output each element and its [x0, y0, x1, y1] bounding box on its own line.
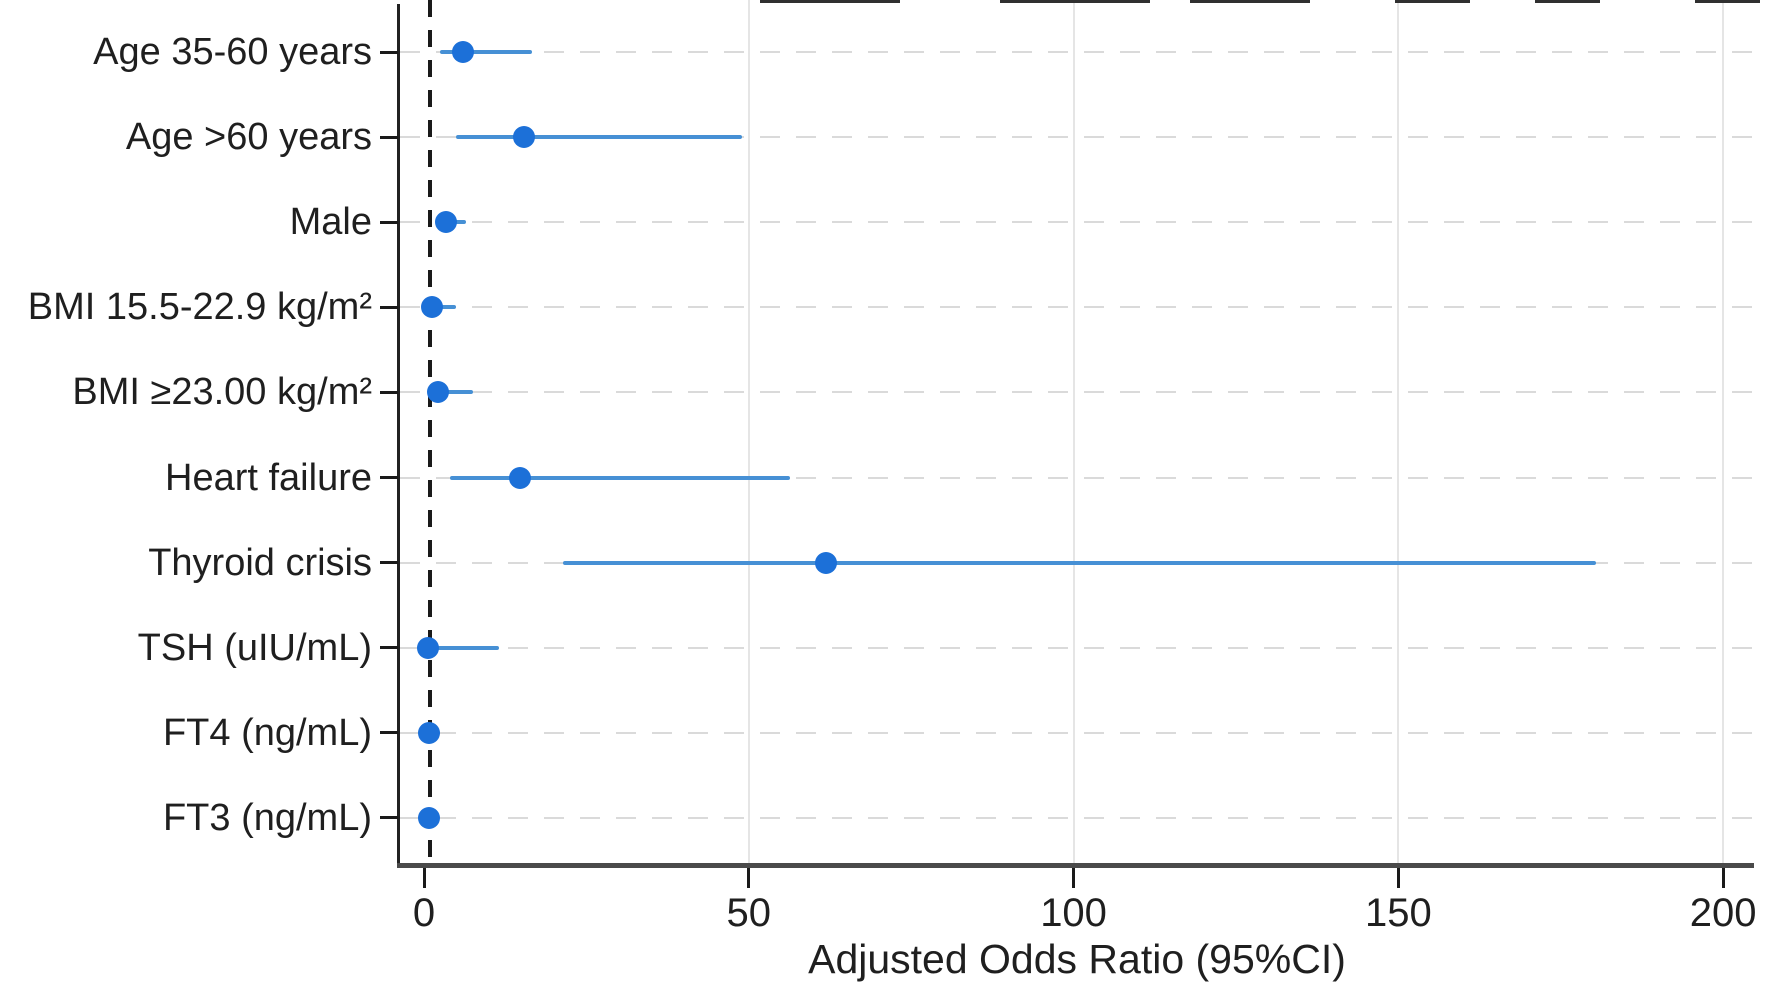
y-tick	[380, 50, 398, 54]
x-tick	[1721, 868, 1725, 888]
x-axis-line	[397, 863, 1754, 868]
x-tick	[1396, 868, 1400, 888]
row-gridline	[400, 816, 1764, 819]
y-tick	[380, 220, 398, 224]
ci-line	[439, 50, 532, 54]
y-category-label: Male	[289, 201, 372, 244]
y-category-label: Thyroid crisis	[148, 541, 372, 584]
x-tick	[1072, 868, 1076, 888]
y-tick	[380, 731, 398, 735]
ci-line	[455, 135, 742, 140]
ci-line	[563, 560, 1597, 565]
y-tick	[380, 305, 398, 309]
cropped-top-artifact	[1535, 0, 1600, 3]
or-marker	[451, 41, 474, 63]
row-gridline	[400, 306, 1764, 309]
row-gridline	[400, 646, 1764, 649]
y-category-label: BMI 15.5-22.9 kg/m²	[27, 286, 372, 329]
row-gridline	[400, 136, 1764, 139]
ci-line	[429, 390, 474, 395]
or-marker	[513, 126, 536, 149]
x-gridline	[1072, 0, 1075, 863]
y-tick	[380, 646, 398, 650]
x-tick-label: 50	[726, 891, 772, 935]
y-tick	[380, 816, 398, 820]
x-tick	[747, 868, 751, 888]
cropped-top-artifact	[1000, 0, 1150, 3]
x-gridline	[747, 0, 750, 863]
ci-line	[424, 645, 500, 650]
y-category-label: Age 35-60 years	[93, 31, 372, 73]
cropped-top-artifact	[1695, 0, 1760, 3]
y-category-label: FT3 (ng/mL)	[162, 796, 372, 839]
x-gridline	[1397, 0, 1400, 863]
x-tick-label: 200	[1689, 891, 1757, 935]
row-gridline	[400, 476, 1764, 479]
or-marker	[421, 296, 444, 319]
x-tick	[422, 868, 426, 888]
x-gridline	[1722, 0, 1725, 863]
reference-line-or1	[428, 0, 433, 863]
cropped-top-artifact	[760, 0, 900, 3]
y-tick	[380, 135, 398, 139]
cropped-top-artifact	[1190, 0, 1310, 3]
row-gridline	[400, 731, 1764, 734]
y-axis-line	[397, 4, 400, 863]
or-marker	[417, 721, 440, 744]
or-marker	[427, 381, 450, 404]
or-marker	[435, 211, 458, 234]
y-tick	[380, 476, 398, 480]
ci-line	[449, 475, 791, 480]
y-tick	[380, 390, 398, 394]
or-marker	[417, 806, 440, 829]
cropped-top-artifact	[1395, 0, 1470, 3]
or-marker	[416, 636, 439, 659]
y-category-label: Age >60 years	[125, 116, 372, 159]
y-category-label: TSH (uIU/mL)	[137, 626, 372, 669]
x-tick-label: 100	[1040, 891, 1107, 935]
y-category-label: BMI ≥23.00 kg/m²	[72, 371, 372, 414]
row-gridline	[400, 51, 1764, 53]
x-tick-label: 150	[1364, 891, 1432, 935]
y-tick	[380, 561, 398, 565]
or-marker	[509, 466, 532, 489]
y-category-label: Heart failure	[165, 456, 372, 499]
y-category-label: FT4 (ng/mL)	[162, 711, 372, 754]
x-tick-label: 0	[412, 891, 436, 935]
x-axis-title: Adjusted Odds Ratio (95%CI)	[808, 936, 1346, 982]
row-gridline	[400, 391, 1764, 394]
or-marker	[815, 551, 838, 574]
row-gridline	[400, 221, 1764, 224]
